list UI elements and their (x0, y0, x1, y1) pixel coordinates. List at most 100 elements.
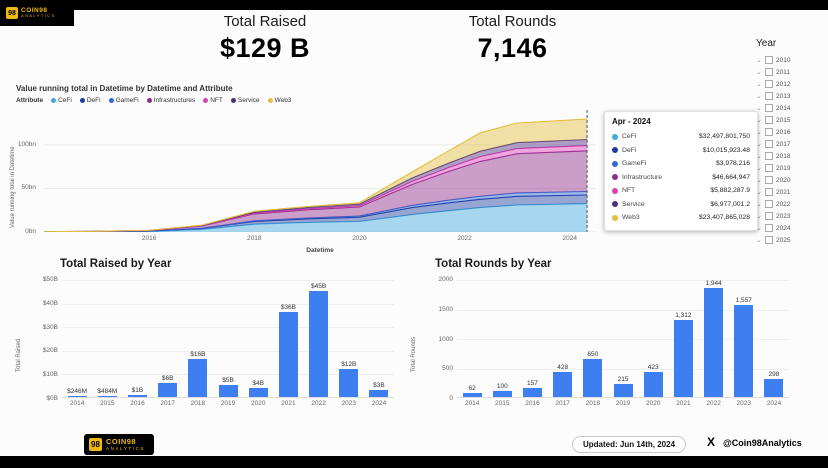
year-checkbox[interactable] (765, 116, 773, 124)
bar[interactable] (704, 288, 724, 397)
bar[interactable] (278, 312, 298, 397)
legend-dot-icon (51, 98, 57, 103)
legend-dot-icon (146, 98, 152, 103)
bar-value-label: $36B (280, 304, 296, 311)
chevron-down-icon: ⌄ (756, 68, 762, 76)
bar[interactable] (97, 395, 117, 397)
year-checkbox[interactable] (765, 224, 773, 232)
bar-column: 428 2017 (548, 280, 578, 407)
bar[interactable] (127, 394, 147, 397)
bar[interactable] (158, 382, 178, 397)
year-filter-item[interactable]: ⌄ 2011 (756, 66, 824, 78)
bar[interactable] (583, 358, 603, 397)
legend-item[interactable]: Service (230, 97, 260, 104)
year-filter-item[interactable]: ⌄ 2016 (756, 126, 824, 138)
legend-item[interactable]: Web3 (267, 97, 291, 104)
year-filter-panel: Year ⌄ 2010 ⌄ 2011 ⌄ 2012 ⌄ 2013 ⌄ 2014 ⌄ 2015 ⌄ 2016… (756, 38, 824, 246)
chevron-down-icon: ⌄ (756, 176, 762, 184)
area-chart: 0bn 50bn 100bn 2016 2018 2020 2022 2024 (18, 110, 596, 242)
area-band-gamefi[interactable] (44, 191, 588, 232)
area-band-defi[interactable] (44, 195, 588, 232)
bar[interactable] (522, 387, 542, 397)
legend-title: Attribute (16, 97, 44, 104)
legend-item[interactable]: Infrastructures (146, 97, 195, 104)
bar[interactable] (643, 372, 663, 397)
twitter-handle[interactable]: @Coin98Analytics (723, 438, 802, 448)
year-checkbox[interactable] (765, 200, 773, 208)
bar[interactable] (764, 379, 784, 397)
bar[interactable] (734, 305, 754, 397)
bar-value-label: $45B (311, 282, 327, 290)
bar[interactable] (67, 396, 87, 397)
year-checkbox[interactable] (765, 80, 773, 88)
bar[interactable] (462, 393, 482, 397)
bar-value-label: 215 (617, 376, 629, 384)
bar[interactable] (339, 368, 359, 397)
area-band-web3[interactable] (44, 119, 588, 232)
year-filter-item[interactable]: ⌄ 2018 (756, 150, 824, 162)
plot-area: $246M 2014 $484M 2015 $1B 2016 $6B 2017 $16B 2018… (62, 280, 394, 407)
chevron-down-icon: ⌄ (756, 152, 762, 160)
legend-item[interactable]: GameFi (108, 97, 139, 104)
bar[interactable] (248, 387, 268, 397)
chevron-down-icon: ⌄ (756, 224, 762, 232)
year-filter-item[interactable]: ⌄ 2023 (756, 210, 824, 222)
year-checkbox[interactable] (765, 164, 773, 172)
year-filter-item[interactable]: ⌄ 2010 (756, 54, 824, 66)
legend-item-label: NFT (210, 97, 223, 104)
legend-item[interactable]: DeFi (79, 97, 101, 104)
bar-value-label: $484M (97, 387, 118, 395)
year-checkbox[interactable] (765, 128, 773, 136)
legend-item[interactable]: NFT (203, 97, 223, 104)
bar[interactable] (188, 359, 208, 397)
plot-area: 62 2014 100 2015 157 2016 428 2017 650 2018 215 201… (457, 280, 789, 407)
year-filter-item[interactable]: ⌄ 2022 (756, 198, 824, 210)
legend-item[interactable]: CeFi (51, 97, 72, 104)
year-checkbox[interactable] (765, 56, 773, 64)
x-tick-label: 2017 (160, 400, 175, 407)
bar-column: 298 2024 (759, 280, 789, 407)
x-twitter-icon[interactable]: X (707, 435, 716, 449)
year-filter-item[interactable]: ⌄ 2019 (756, 162, 824, 174)
year-filter-item[interactable]: ⌄ 2025 (756, 234, 824, 246)
year-checkbox[interactable] (765, 212, 773, 220)
bar[interactable] (613, 384, 633, 397)
bar[interactable] (218, 385, 238, 397)
year-filter-item[interactable]: ⌄ 2024 (756, 222, 824, 234)
x-tick-label: 2022 (706, 400, 721, 407)
bar[interactable] (309, 290, 329, 397)
year-filter-item[interactable]: ⌄ 2020 (756, 174, 824, 186)
chevron-down-icon: ⌄ (756, 116, 762, 124)
bar[interactable] (673, 319, 693, 397)
year-checkbox[interactable] (765, 176, 773, 184)
x-tick-label: 2020 (352, 235, 367, 242)
year-checkbox[interactable] (765, 140, 773, 148)
year-filter-item[interactable]: ⌄ 2013 (756, 90, 824, 102)
year-filter-item[interactable]: ⌄ 2017 (756, 138, 824, 150)
tooltip-series-value: $32,497,801,750 (698, 133, 750, 141)
year-filter-item[interactable]: ⌄ 2012 (756, 78, 824, 90)
year-checkbox[interactable] (765, 92, 773, 100)
x-tick-label: 2018 (585, 400, 601, 407)
series-dot-icon (612, 201, 618, 208)
year-filter-item[interactable]: ⌄ 2021 (756, 186, 824, 198)
year-label: 2017 (776, 140, 791, 148)
gridline (62, 303, 394, 305)
bar-column: 62 2014 (457, 280, 487, 407)
year-label: 2013 (776, 92, 791, 100)
bar[interactable] (369, 389, 389, 397)
year-filter-item[interactable]: ⌄ 2014 (756, 102, 824, 114)
year-checkbox[interactable] (765, 188, 773, 196)
year-filter-item[interactable]: ⌄ 2015 (756, 114, 824, 126)
year-checkbox[interactable] (765, 68, 773, 76)
bar[interactable] (553, 371, 573, 397)
year-checkbox[interactable] (765, 236, 773, 244)
bar[interactable] (492, 391, 512, 397)
year-checkbox[interactable] (765, 104, 773, 112)
y-tick-label: $10B (42, 371, 58, 379)
top-black-bar (0, 0, 828, 10)
chevron-down-icon: ⌄ (756, 56, 762, 64)
year-checkbox[interactable] (765, 152, 773, 160)
x-tick-label: 2021 (676, 400, 691, 407)
tooltip-row: DeFi $10,015,923.48 (612, 144, 750, 158)
